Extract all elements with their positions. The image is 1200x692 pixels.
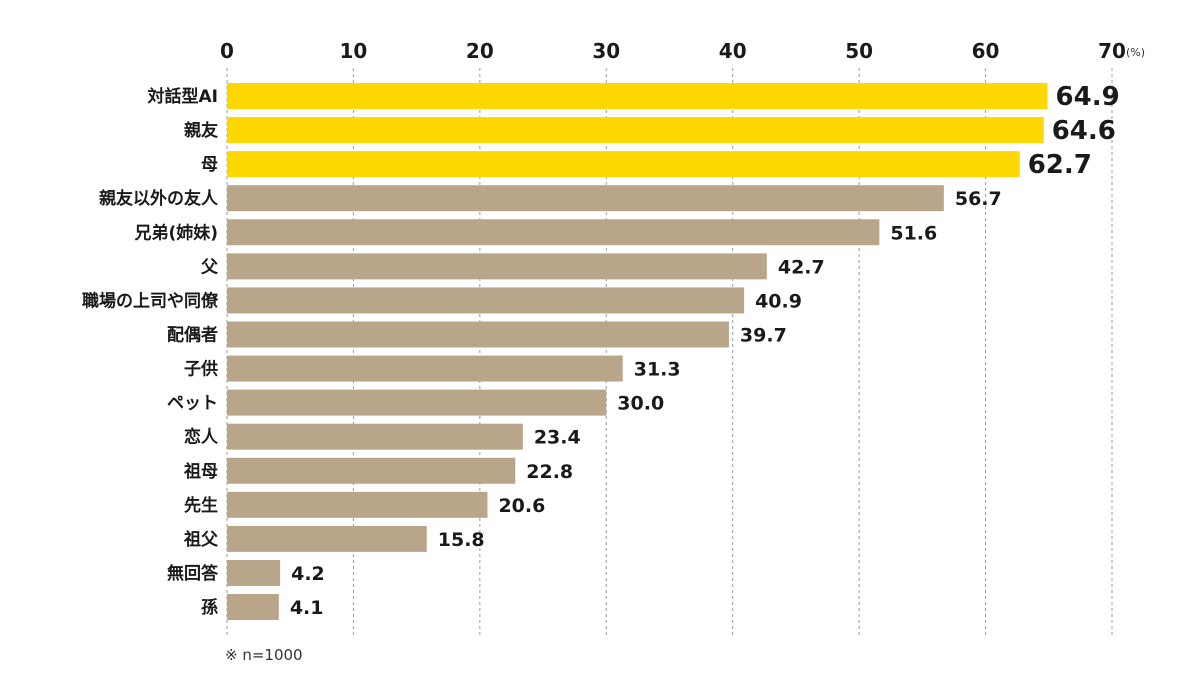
sample-size-note: ※ n=1000	[225, 646, 303, 664]
x-tick-label: 10	[340, 39, 368, 63]
value-label: 30.0	[617, 393, 664, 415]
x-tick-label: 0	[220, 39, 234, 63]
x-tick-label: 20	[466, 39, 494, 63]
bar	[227, 117, 1044, 144]
category-label: 対話型AI	[147, 86, 218, 107]
value-label: 22.8	[526, 461, 573, 483]
category-label: 母	[201, 155, 218, 175]
bar	[227, 219, 880, 246]
bars	[227, 83, 1048, 621]
axis-unit-label: (%)	[1126, 46, 1145, 59]
category-label: 兄弟(姉妹)	[133, 222, 218, 243]
category-label: 無回答	[167, 563, 219, 584]
bar	[227, 287, 745, 314]
category-label: 先生	[184, 495, 218, 516]
value-label: 23.4	[534, 427, 581, 449]
value-label: 15.8	[438, 529, 485, 551]
value-label: 56.7	[955, 188, 1002, 210]
value-label: 40.9	[755, 290, 802, 312]
value-label: 64.9	[1056, 82, 1120, 112]
value-label: 31.3	[634, 359, 681, 381]
category-label: ペット	[167, 394, 218, 414]
bar	[227, 423, 523, 450]
bar	[227, 321, 729, 348]
x-tick-label: 30	[592, 39, 620, 63]
category-label: 祖父	[183, 529, 219, 550]
bar	[227, 559, 281, 586]
bar	[227, 151, 1020, 178]
category-label: 親友	[184, 120, 218, 141]
bar	[227, 525, 427, 552]
value-labels: 64.9 64.6 62.7 56.7 51.6 42.7 40.9 39.7 31.3 30.0…	[290, 82, 1120, 619]
category-label: 恋人	[184, 427, 219, 448]
category-label: 孫	[201, 597, 218, 618]
value-label: 64.6	[1052, 116, 1116, 146]
category-label: 配偶者	[167, 324, 218, 345]
bar	[227, 457, 516, 484]
value-label: 39.7	[740, 324, 787, 346]
bar	[227, 389, 607, 416]
x-tick-label: 60	[972, 39, 1000, 63]
category-label: 職場の上司や同僚	[82, 290, 219, 311]
bar	[227, 355, 623, 382]
value-label: 42.7	[778, 256, 825, 278]
x-tick-label: 40	[719, 39, 747, 63]
value-label: 4.1	[290, 597, 324, 619]
x-axis-ticks: 0 10 20 30 40 50 60 70	[220, 39, 1126, 63]
value-label: 4.2	[291, 563, 325, 585]
bar	[227, 185, 944, 212]
bar	[227, 594, 279, 621]
category-label: 親友以外の友人	[99, 188, 219, 209]
grid-lines	[226, 68, 1113, 636]
x-tick-label: 50	[845, 39, 873, 63]
value-label: 20.6	[498, 495, 545, 517]
value-label: 51.6	[890, 222, 937, 244]
category-label: 祖母	[183, 461, 218, 482]
category-label: 父	[200, 257, 219, 277]
bar	[227, 253, 767, 280]
bar	[227, 491, 488, 518]
bar	[227, 83, 1048, 109]
x-tick-label: 70	[1098, 39, 1126, 63]
category-label: 子供	[184, 359, 218, 380]
value-label: 62.7	[1028, 150, 1092, 180]
